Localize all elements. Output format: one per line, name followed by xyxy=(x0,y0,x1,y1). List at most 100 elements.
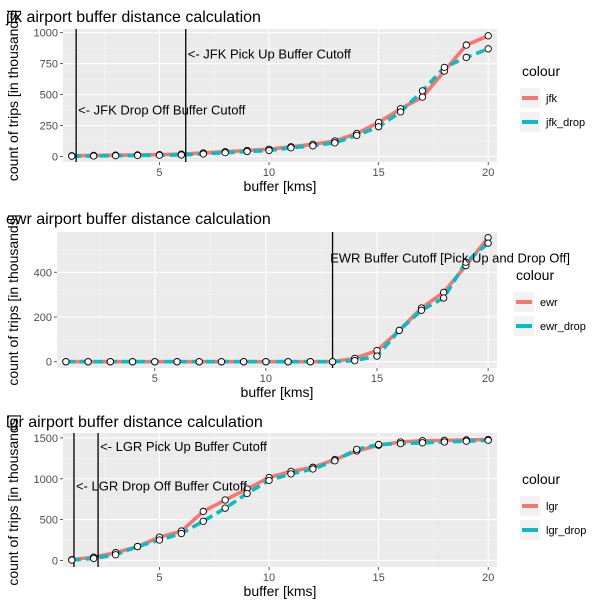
legend-label: jfk_drop xyxy=(545,117,585,129)
data-point-lgr_drop xyxy=(199,517,207,525)
data-point-ewr_drop xyxy=(173,358,181,366)
x-tick-label: 20 xyxy=(482,373,494,385)
x-axis-label: buffer [kms] xyxy=(244,583,317,599)
data-point-jfk_drop xyxy=(396,108,405,116)
y-tick-label: 500 xyxy=(40,515,58,527)
data-point-ewr_drop xyxy=(328,358,337,366)
data-point-ewr_drop xyxy=(284,358,292,366)
y-axis-label: count of trips [in thousands] xyxy=(5,414,21,585)
legend-label: lgr xyxy=(546,501,559,513)
x-tick-label: 5 xyxy=(156,167,162,179)
x-tick-label: 5 xyxy=(152,373,158,385)
series-line-ewr_drop xyxy=(65,241,490,364)
x-tick-label: 10 xyxy=(263,572,275,584)
legend-label: jfk xyxy=(545,93,558,105)
data-point-lgr_drop xyxy=(331,457,339,465)
data-point-jfk xyxy=(484,32,492,40)
annotation: <- JFK Drop Off Buffer Cutoff xyxy=(78,102,246,117)
data-point-jfk xyxy=(418,93,427,101)
x-tick-label: 15 xyxy=(371,373,383,385)
data-point-jfk_drop xyxy=(155,151,164,159)
y-tick-label: 250 xyxy=(40,121,58,133)
data-point-ewr_drop xyxy=(195,358,203,366)
data-point-lgr_drop xyxy=(177,529,186,538)
data-point-jfk_drop xyxy=(484,45,492,53)
chart-title: jfk airport buffer distance calculation xyxy=(5,9,261,26)
data-point-ewr_drop xyxy=(106,358,114,366)
y-tick-label: 200 xyxy=(34,312,52,324)
legend-title: colour xyxy=(522,471,560,487)
y-axis-label: count of trips [in thousands] xyxy=(5,214,21,385)
data-point-jfk_drop xyxy=(331,139,339,147)
data-point-lgr xyxy=(221,496,229,504)
chart-title: ewr airport buffer distance calculation xyxy=(6,211,271,228)
x-axis-label: buffer [kms] xyxy=(241,384,314,400)
data-point-lgr_drop xyxy=(440,438,449,446)
x-tick-label: 5 xyxy=(156,572,162,584)
data-point-jfk_drop xyxy=(133,151,142,160)
legend-label: ewr_drop xyxy=(540,321,586,333)
data-point-ewr_drop xyxy=(462,258,470,266)
legend-title: colour xyxy=(522,63,560,79)
data-point-ewr_drop xyxy=(306,358,314,366)
data-point-ewr_drop xyxy=(62,358,70,366)
data-point-jfk_drop xyxy=(462,53,470,62)
legend-label: lgr_drop xyxy=(546,525,586,537)
y-tick-label: 500 xyxy=(40,90,58,102)
data-point-lgr_drop xyxy=(221,504,229,512)
data-point-lgr_drop xyxy=(287,470,295,478)
data-point-ewr_drop xyxy=(240,358,248,366)
chart-title: lgr airport buffer distance calculation xyxy=(6,414,263,431)
data-point-jfk_drop xyxy=(265,146,273,155)
data-point-lgr_drop xyxy=(353,445,361,453)
jfk-chart: jfk airport buffer distance calculation 5… xyxy=(5,9,585,194)
legend-title: colour xyxy=(516,267,554,283)
y-tick-label: 1000 xyxy=(34,28,58,40)
data-point-lgr_drop xyxy=(133,542,142,551)
annotation: <- LGR Drop Off Buffer Cutoff xyxy=(76,478,247,493)
y-tick-label: 1500 xyxy=(34,433,58,445)
y-tick-label: 0 xyxy=(52,151,58,163)
data-point-jfk_drop xyxy=(221,149,229,157)
data-point-ewr_drop xyxy=(262,358,270,366)
data-point-jfk_drop xyxy=(287,144,295,152)
data-point-jfk_drop xyxy=(111,152,120,160)
y-tick-label: 400 xyxy=(34,267,52,279)
data-point-lgr_drop xyxy=(396,439,405,448)
data-point-ewr_drop xyxy=(217,358,226,366)
data-point-jfk_drop xyxy=(243,147,251,156)
data-point-jfk_drop xyxy=(440,63,449,72)
y-tick-label: 1000 xyxy=(34,474,58,486)
data-point-lgr_drop xyxy=(374,440,383,449)
x-tick-label: 15 xyxy=(373,572,385,584)
data-point-lgr_drop xyxy=(265,476,273,485)
data-point-jfk_drop xyxy=(418,87,427,95)
y-tick-label: 0 xyxy=(46,357,52,369)
x-tick-label: 20 xyxy=(482,167,494,179)
data-point-ewr_drop xyxy=(395,326,403,335)
x-axis-label: buffer [kms] xyxy=(244,178,317,194)
x-tick-label: 15 xyxy=(373,167,385,179)
data-point-ewr_drop xyxy=(484,239,492,247)
data-point-jfk_drop xyxy=(374,123,383,131)
data-point-lgr_drop xyxy=(243,489,251,498)
lgr-chart: lgr airport buffer distance calculation 5… xyxy=(5,414,586,599)
data-point-jfk xyxy=(462,41,470,49)
data-point-ewr_drop xyxy=(151,358,159,366)
data-point-lgr_drop xyxy=(462,437,470,445)
annotation: <- JFK Pick Up Buffer Cutoff xyxy=(188,47,352,62)
data-point-ewr_drop xyxy=(351,356,359,365)
series-line-lgr_drop xyxy=(71,438,489,562)
data-point-jfk_drop xyxy=(177,151,186,159)
data-point-ewr_drop xyxy=(417,306,426,314)
data-point-lgr_drop xyxy=(68,556,76,564)
data-point-ewr_drop xyxy=(440,294,448,302)
plot-background xyxy=(57,232,497,368)
annotation: EWR Buffer Cutoff [Pick Up and Drop Off] xyxy=(330,251,570,266)
data-point-lgr_drop xyxy=(90,554,98,563)
x-tick-label: 10 xyxy=(260,373,272,385)
y-tick-label: 750 xyxy=(40,59,58,71)
data-point-ewr_drop xyxy=(128,358,137,366)
annotation: <- LGR Pick Up Buffer Cutoff xyxy=(100,439,267,454)
